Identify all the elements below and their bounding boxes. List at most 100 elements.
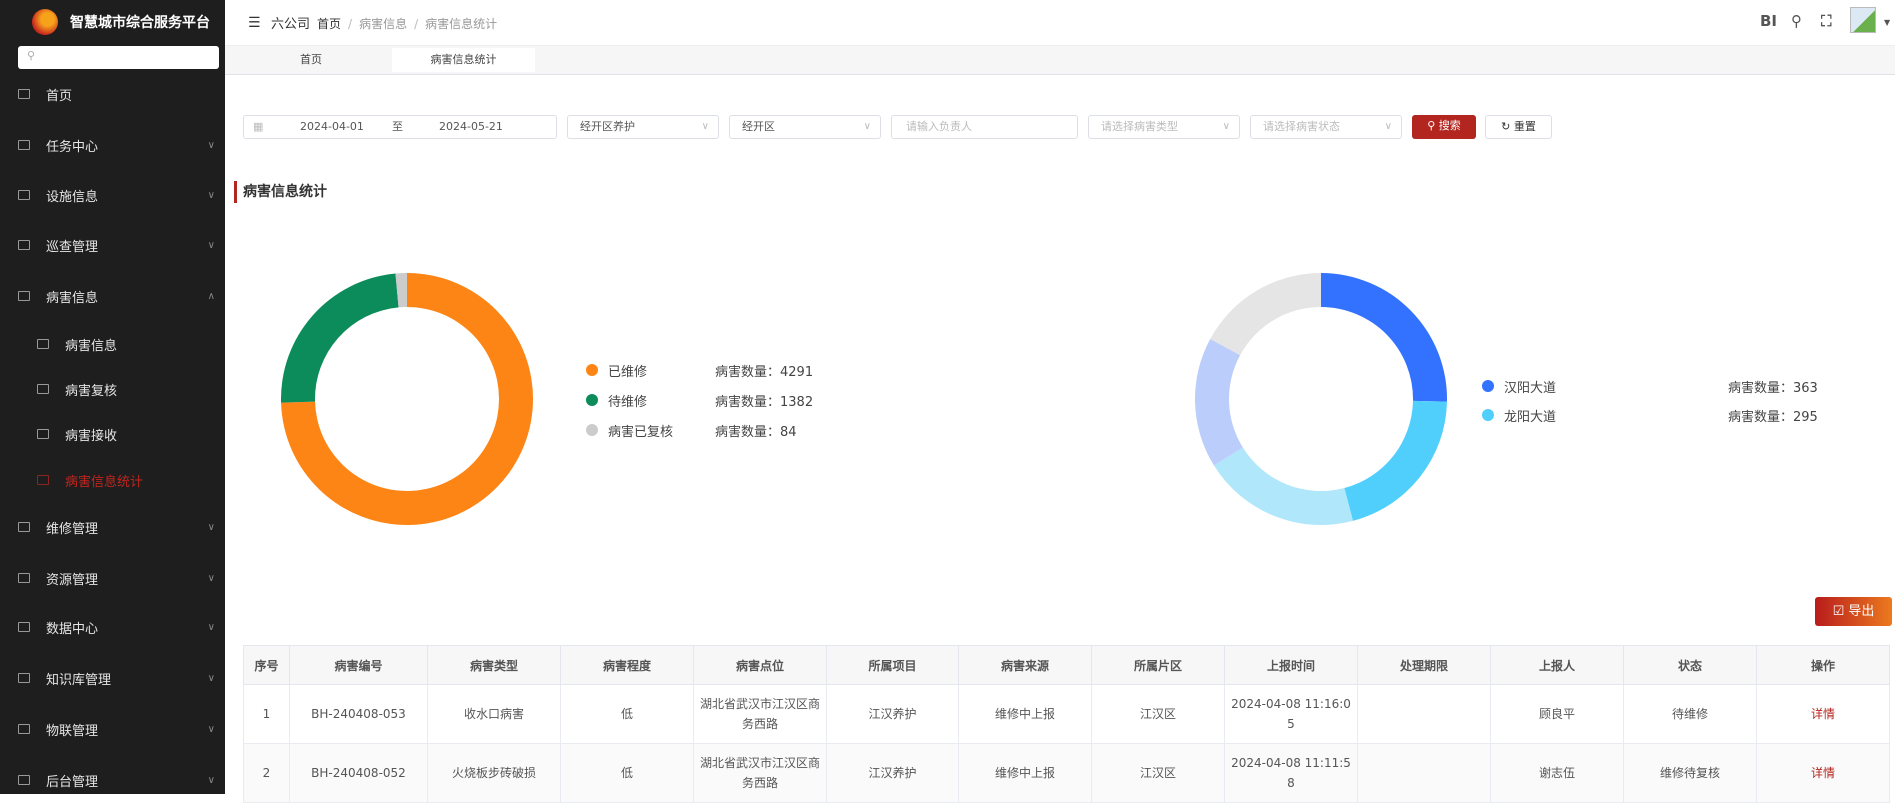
table-cell: 低 <box>560 743 694 803</box>
date-separator: 至 <box>392 120 403 133</box>
column-header: 病害编号 <box>289 645 428 685</box>
sidebar-item-label: 维修管理 <box>46 521 99 537</box>
table-cell: 维修中上报 <box>958 684 1092 744</box>
project-select[interactable]: 经开区养护 ∨ <box>567 115 719 139</box>
sidebar-item-label: 病害信息 <box>46 290 99 306</box>
chevron-down-icon: ∨ <box>701 121 709 132</box>
detail-link[interactable]: 详情 <box>1756 684 1890 744</box>
district-select[interactable]: 经开区 ∨ <box>729 115 881 139</box>
table-cell: 江汉区 <box>1091 684 1225 744</box>
chevron-down-icon: ∨ <box>863 121 871 132</box>
sidebar-item[interactable]: 病害信息 ∧ <box>0 276 225 316</box>
table-cell: 低 <box>560 684 694 744</box>
sidebar-subitem[interactable]: 病害信息统计 <box>0 460 225 500</box>
sidebar-search-input[interactable]: ⚲ <box>18 46 219 69</box>
menu-icon <box>18 190 30 200</box>
column-header: 所属片区 <box>1091 645 1225 685</box>
sidebar-subitem[interactable]: 病害复核 <box>0 369 225 409</box>
sidebar-item-label: 设施信息 <box>46 189 99 205</box>
sidebar-item[interactable]: 任务中心 ∨ <box>0 125 225 165</box>
count-value: 4291 <box>780 365 814 380</box>
status-select-placeholder: 请选择病害状态 <box>1263 120 1340 133</box>
person-input[interactable]: 请输入负责人 <box>891 115 1078 139</box>
status-select[interactable]: 请选择病害状态 ∨ <box>1250 115 1402 139</box>
column-header: 病害类型 <box>427 645 561 685</box>
column-header: 病害来源 <box>958 645 1092 685</box>
table-row: 1 BH-240408-053 收水口病害低湖北省武汉市江汉区商务西路 江汉养护 维修中… <box>243 684 1890 744</box>
menu-icon <box>18 724 30 734</box>
export-icon: ☑ <box>1832 604 1849 619</box>
sidebar-subitem[interactable]: 病害信息 <box>0 324 225 364</box>
donut-segment[interactable] <box>1321 273 1447 402</box>
sidebar-item-label: 任务中心 <box>46 139 99 155</box>
donut-segment[interactable] <box>281 273 534 525</box>
person-input-placeholder: 请输入负责人 <box>906 120 972 133</box>
legend-item[interactable]: 龙阳大道 <box>1482 406 1556 425</box>
avatar[interactable] <box>1850 7 1876 33</box>
bi-button[interactable]: BI <box>1760 12 1778 30</box>
export-button[interactable]: ☑ 导出 <box>1815 597 1892 626</box>
sidebar-item-label: 首页 <box>46 88 73 104</box>
sidebar-item[interactable]: 维修管理 ∨ <box>0 507 225 547</box>
menu-icon <box>37 339 49 349</box>
legend-item[interactable]: 已维修 <box>586 361 647 380</box>
menu-icon <box>18 140 30 150</box>
date-range-picker[interactable]: ▦ 2024-04-01 至 2024-05-21 <box>243 115 557 139</box>
legend-dot <box>586 394 598 406</box>
tab-disease-stats[interactable]: 病害信息统计 <box>392 48 535 72</box>
table-cell: 2024-04-08 11:16:05 <box>1224 684 1358 744</box>
search-button[interactable]: ⚲ 搜索 <box>1412 115 1476 139</box>
calendar-icon: ▦ <box>253 120 264 133</box>
sidebar-subitem[interactable]: 病害接收 <box>0 414 225 454</box>
table-cell <box>1357 684 1491 744</box>
donut-segment[interactable] <box>1344 400 1447 521</box>
donut-segment[interactable] <box>1194 338 1243 466</box>
fullscreen-icon[interactable]: ⛶ <box>1821 12 1832 30</box>
date-start[interactable]: 2024-04-01 <box>300 120 364 133</box>
donut-segment[interactable] <box>1210 273 1321 356</box>
sidebar-item[interactable]: 物联管理 ∨ <box>0 709 225 749</box>
type-select[interactable]: 请选择病害类型 ∨ <box>1088 115 1240 139</box>
sidebar-subitem-label: 病害信息 <box>65 338 118 354</box>
column-header: 操作 <box>1756 645 1890 685</box>
donut-segment[interactable] <box>1213 447 1353 526</box>
search-icon[interactable]: ⚲ <box>1791 12 1802 30</box>
donut-segment[interactable] <box>281 273 399 403</box>
legend-item[interactable]: 待维修 <box>586 391 648 410</box>
tabs-bar: 首页 病害信息统计 <box>225 46 1895 75</box>
sidebar-item[interactable]: 数据中心 ∨ <box>0 607 225 647</box>
search-button-label: 搜索 <box>1438 119 1461 132</box>
legend-count: 病害数量：295 <box>1728 406 1818 425</box>
legend-label: 待维修 <box>608 394 648 410</box>
sidebar-item[interactable]: 知识库管理 ∨ <box>0 658 225 698</box>
refresh-icon: ↻ <box>1501 120 1514 133</box>
sidebar-item[interactable]: 资源管理 ∨ <box>0 558 225 598</box>
sidebar-item[interactable]: 巡查管理 ∨ <box>0 225 225 265</box>
column-header: 病害程度 <box>560 645 694 685</box>
sidebar-item-label: 数据中心 <box>46 621 99 637</box>
column-header: 上报时间 <box>1224 645 1358 685</box>
sidebar-item[interactable]: 后台管理 ∨ <box>0 760 225 800</box>
menu-icon <box>18 291 30 301</box>
menu-icon <box>18 775 30 785</box>
legend-count: 病害数量：4291 <box>715 361 813 380</box>
legend-item[interactable]: 病害已复核 <box>586 421 673 440</box>
column-header: 上报人 <box>1490 645 1624 685</box>
caret-down-icon[interactable]: ▼ <box>1884 18 1891 27</box>
breadcrumb-item[interactable]: 首页 <box>317 17 342 31</box>
reset-button[interactable]: ↻ 重置 <box>1485 115 1552 139</box>
app-title: 智慧城市综合服务平台 <box>70 15 210 31</box>
menu-toggle-icon[interactable]: ☰ <box>248 15 261 31</box>
donut-segment[interactable] <box>395 273 407 308</box>
legend-dot <box>586 424 598 436</box>
legend-item[interactable]: 汉阳大道 <box>1482 377 1556 396</box>
sidebar-item[interactable]: 设施信息 ∨ <box>0 175 225 215</box>
tab-home[interactable]: 首页 <box>300 53 322 66</box>
company-name: 六公司 <box>271 17 311 32</box>
sidebar-item[interactable]: 首页 <box>0 74 225 114</box>
breadcrumb-item[interactable]: 病害信息 <box>359 17 408 31</box>
table-cell: 1 <box>243 684 290 744</box>
date-end[interactable]: 2024-05-21 <box>439 120 503 133</box>
chevron-down-icon: ∨ <box>207 672 215 684</box>
detail-link[interactable]: 详情 <box>1756 743 1890 803</box>
